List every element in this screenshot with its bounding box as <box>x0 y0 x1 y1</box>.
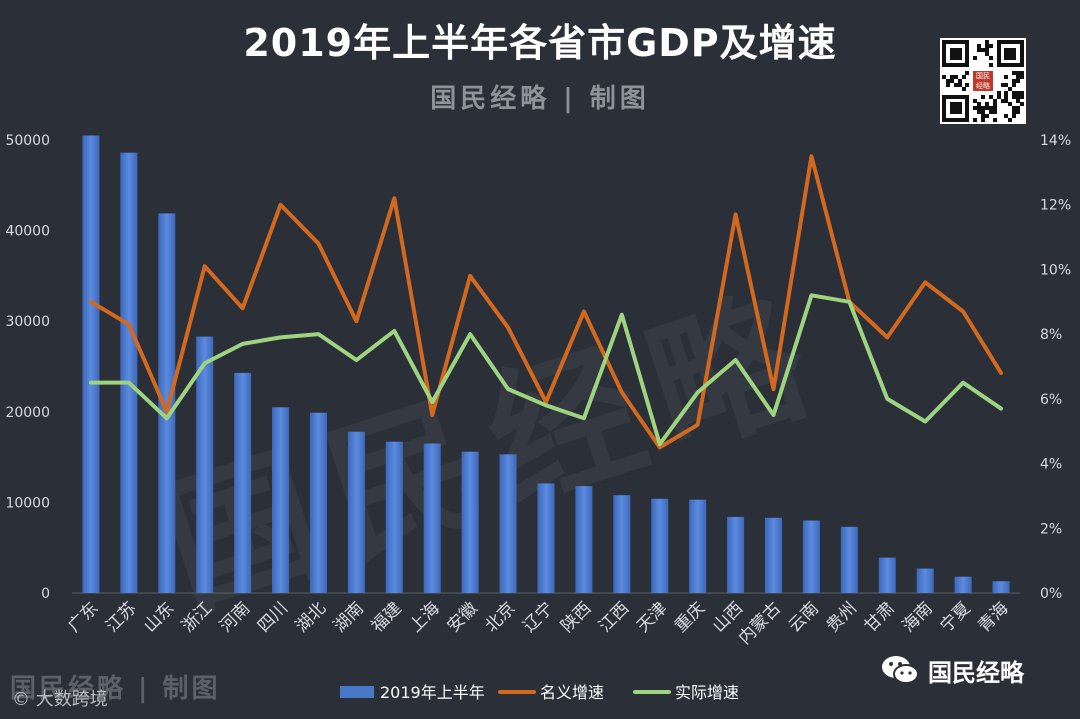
bar <box>916 568 934 593</box>
y-right-tick-label: 0% <box>1040 586 1062 602</box>
y-left-tick-label: 40000 <box>5 224 50 240</box>
x-tick-label: 重庆 <box>671 598 709 636</box>
x-tick-label: 江西 <box>595 598 633 636</box>
bar <box>954 576 972 593</box>
bar <box>992 581 1010 593</box>
real-growth-line <box>88 293 1004 447</box>
bar <box>802 520 820 593</box>
x-tick-label: 青海 <box>974 598 1012 636</box>
y-left-tick-label: 30000 <box>5 314 50 330</box>
x-tick-label: 天津 <box>633 598 671 636</box>
x-tick-label: 云南 <box>785 598 823 636</box>
x-tick-label: 广东 <box>64 598 102 636</box>
wechat-badge: 国民经略 <box>880 650 1024 690</box>
x-tick-label: 河南 <box>216 598 254 636</box>
bar <box>651 498 669 593</box>
bar <box>82 135 100 593</box>
bar <box>461 451 479 593</box>
y-left-tick-label: 10000 <box>5 495 50 511</box>
y-right-tick-label: 12% <box>1040 198 1071 214</box>
x-tick-label: 湖南 <box>330 598 368 636</box>
x-tick-label: 山东 <box>140 598 178 636</box>
bar <box>878 557 896 593</box>
bar <box>272 407 290 593</box>
bar <box>613 495 631 593</box>
wechat-icon <box>882 656 919 684</box>
x-tick-label: 北京 <box>481 598 519 636</box>
y-right-tick-label: 2% <box>1040 521 1062 537</box>
bar <box>196 336 214 593</box>
bar <box>234 372 252 593</box>
footer-mark: 国民经略 | 制图 <box>10 674 221 704</box>
x-tick-label: 海南 <box>899 598 937 636</box>
bar <box>423 443 441 593</box>
seal-icon: 国民 经略 <box>973 71 993 91</box>
x-tick-label: 陕西 <box>557 598 595 636</box>
bar <box>537 483 555 593</box>
x-tick-label: 江苏 <box>102 598 140 636</box>
legend-label: 2019年上半年 <box>380 683 485 702</box>
bar <box>727 516 745 593</box>
y-right-tick-label: 10% <box>1040 262 1071 278</box>
chart-title: 2019年上半年各省市GDP及增速 <box>243 21 837 65</box>
x-tick-label: 贵州 <box>823 598 861 636</box>
x-tick-label: 浙江 <box>178 598 216 636</box>
bar <box>764 517 783 593</box>
y-right-tick-label: 8% <box>1040 327 1062 343</box>
bar <box>499 454 517 593</box>
legend-swatch-bar <box>340 686 374 698</box>
bar <box>309 412 328 593</box>
x-tick-label: 宁夏 <box>936 598 974 636</box>
y-left-tick-label: 50000 <box>5 133 50 149</box>
y-right-tick-label: 14% <box>1040 133 1071 149</box>
x-tick-label: 湖北 <box>292 598 330 636</box>
x-tick-label: 甘肃 <box>861 598 899 636</box>
x-tick-label: 四川 <box>254 598 292 636</box>
x-tick-label: 安徽 <box>444 598 482 636</box>
x-tick-label: 上海 <box>406 598 444 636</box>
bar <box>158 213 176 594</box>
y-left-tick-label: 0 <box>41 586 50 602</box>
legend-label: 名义增速 <box>540 683 604 702</box>
footer-source: © 大数跨境 <box>12 689 108 710</box>
y-right-tick-label: 4% <box>1040 457 1062 473</box>
bar <box>347 431 365 593</box>
bar <box>385 441 403 593</box>
bar <box>689 499 707 593</box>
bar <box>575 486 593 593</box>
bar <box>840 526 858 593</box>
x-tick-label: 福建 <box>368 598 406 636</box>
x-tick-label: 内蒙古 <box>735 598 785 648</box>
x-tick-label: 辽宁 <box>519 598 557 636</box>
chart-subtitle: 国民经略 | 制图 <box>430 84 650 114</box>
bar <box>120 152 138 593</box>
legend-label: 实际增速 <box>675 683 739 702</box>
wechat-account-name: 国民经略 <box>928 658 1024 687</box>
qr-code-icon: 国民 经略 <box>940 38 1026 124</box>
y-left-tick-label: 20000 <box>5 405 50 421</box>
y-right-tick-label: 6% <box>1040 392 1062 408</box>
